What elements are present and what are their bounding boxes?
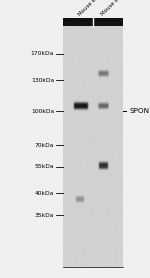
Text: 55kDa: 55kDa (34, 164, 54, 169)
Bar (63, 18, 123, 26)
Text: 70kDa: 70kDa (35, 143, 54, 148)
Text: SPON1: SPON1 (129, 108, 150, 115)
Text: 130kDa: 130kDa (31, 78, 54, 83)
Text: 100kDa: 100kDa (31, 109, 54, 114)
Text: Mouse kidney: Mouse kidney (77, 0, 108, 17)
Text: 35kDa: 35kDa (35, 213, 54, 218)
Text: Mouse brain: Mouse brain (100, 0, 128, 17)
Text: 40kDa: 40kDa (35, 191, 54, 196)
Text: 170kDa: 170kDa (31, 51, 54, 56)
